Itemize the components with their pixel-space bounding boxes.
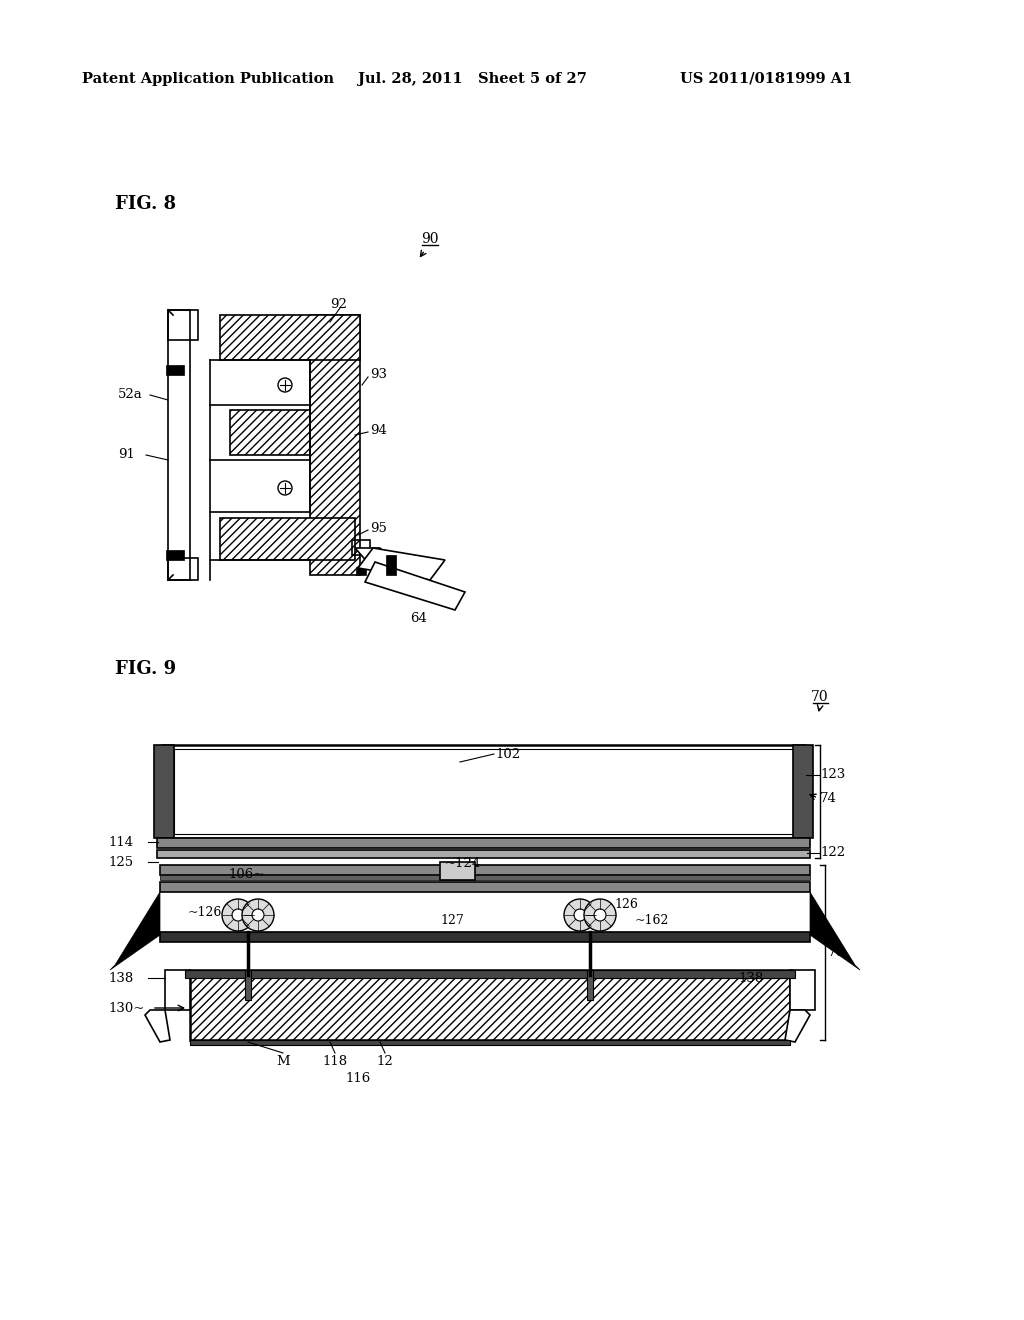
Text: 76: 76 xyxy=(828,945,845,958)
Bar xyxy=(356,568,366,576)
Bar xyxy=(587,970,593,1001)
Text: 138: 138 xyxy=(738,972,763,985)
Text: Patent Application Publication: Patent Application Publication xyxy=(82,73,334,86)
Polygon shape xyxy=(110,892,160,970)
Text: 94: 94 xyxy=(370,424,387,437)
Text: 93: 93 xyxy=(370,368,387,381)
Bar xyxy=(190,970,790,1040)
Bar xyxy=(160,875,810,880)
Bar xyxy=(168,558,198,579)
Bar xyxy=(310,315,360,576)
Text: Jul. 28, 2011   Sheet 5 of 27: Jul. 28, 2011 Sheet 5 of 27 xyxy=(358,73,587,86)
Text: ~162: ~162 xyxy=(635,913,670,927)
Text: 12: 12 xyxy=(377,1055,393,1068)
Text: US 2011/0181999 A1: US 2011/0181999 A1 xyxy=(680,73,852,86)
Text: 126: 126 xyxy=(614,899,638,912)
Text: FIG. 8: FIG. 8 xyxy=(115,195,176,213)
Bar xyxy=(790,970,815,1010)
Bar xyxy=(157,850,810,858)
Text: ~124: ~124 xyxy=(445,857,481,870)
Bar xyxy=(174,748,793,834)
Bar xyxy=(165,970,190,1010)
Bar xyxy=(157,838,810,847)
Text: 91: 91 xyxy=(118,449,135,462)
Polygon shape xyxy=(365,562,465,610)
Text: 90: 90 xyxy=(421,232,438,246)
Text: 127: 127 xyxy=(440,913,464,927)
Circle shape xyxy=(574,909,586,921)
Bar xyxy=(440,862,475,880)
Text: 74: 74 xyxy=(820,792,837,804)
Circle shape xyxy=(242,899,274,931)
Bar xyxy=(230,411,310,455)
Text: 125: 125 xyxy=(108,855,133,869)
Text: M: M xyxy=(276,1055,290,1068)
Text: ~126: ~126 xyxy=(188,906,222,919)
Text: 92: 92 xyxy=(330,298,347,312)
Polygon shape xyxy=(358,548,445,579)
Circle shape xyxy=(564,899,596,931)
Text: 70: 70 xyxy=(811,690,828,704)
Text: 122: 122 xyxy=(820,846,845,859)
Bar xyxy=(160,865,810,875)
Bar xyxy=(386,554,396,576)
Circle shape xyxy=(594,909,606,921)
Polygon shape xyxy=(145,1010,170,1041)
Text: 102: 102 xyxy=(495,748,520,762)
Text: 106~: 106~ xyxy=(228,869,264,880)
Polygon shape xyxy=(355,548,395,565)
Circle shape xyxy=(232,909,244,921)
Bar xyxy=(185,970,795,978)
Bar xyxy=(162,744,805,838)
Circle shape xyxy=(222,899,254,931)
Text: 123: 123 xyxy=(820,768,845,781)
Text: 95: 95 xyxy=(370,521,387,535)
Bar xyxy=(793,744,813,838)
Bar xyxy=(220,517,355,560)
Text: 118: 118 xyxy=(323,1055,347,1068)
Bar xyxy=(160,882,810,892)
Circle shape xyxy=(584,899,616,931)
Text: 116: 116 xyxy=(345,1072,371,1085)
Polygon shape xyxy=(810,892,860,970)
Text: FIG. 9: FIG. 9 xyxy=(115,660,176,678)
Bar xyxy=(166,550,184,560)
Bar xyxy=(160,932,810,942)
Text: 64: 64 xyxy=(410,611,427,624)
Text: 138: 138 xyxy=(108,972,133,985)
Bar xyxy=(190,1040,790,1045)
Bar xyxy=(168,310,190,579)
Text: 52a: 52a xyxy=(118,388,142,401)
Text: 114: 114 xyxy=(108,836,133,849)
Polygon shape xyxy=(785,1010,810,1041)
Text: 130~: 130~ xyxy=(108,1002,144,1015)
Bar xyxy=(168,310,198,341)
Bar xyxy=(245,970,251,1001)
Bar xyxy=(352,540,370,554)
Bar xyxy=(154,744,174,838)
Bar xyxy=(220,315,360,360)
Circle shape xyxy=(252,909,264,921)
Bar xyxy=(166,366,184,375)
